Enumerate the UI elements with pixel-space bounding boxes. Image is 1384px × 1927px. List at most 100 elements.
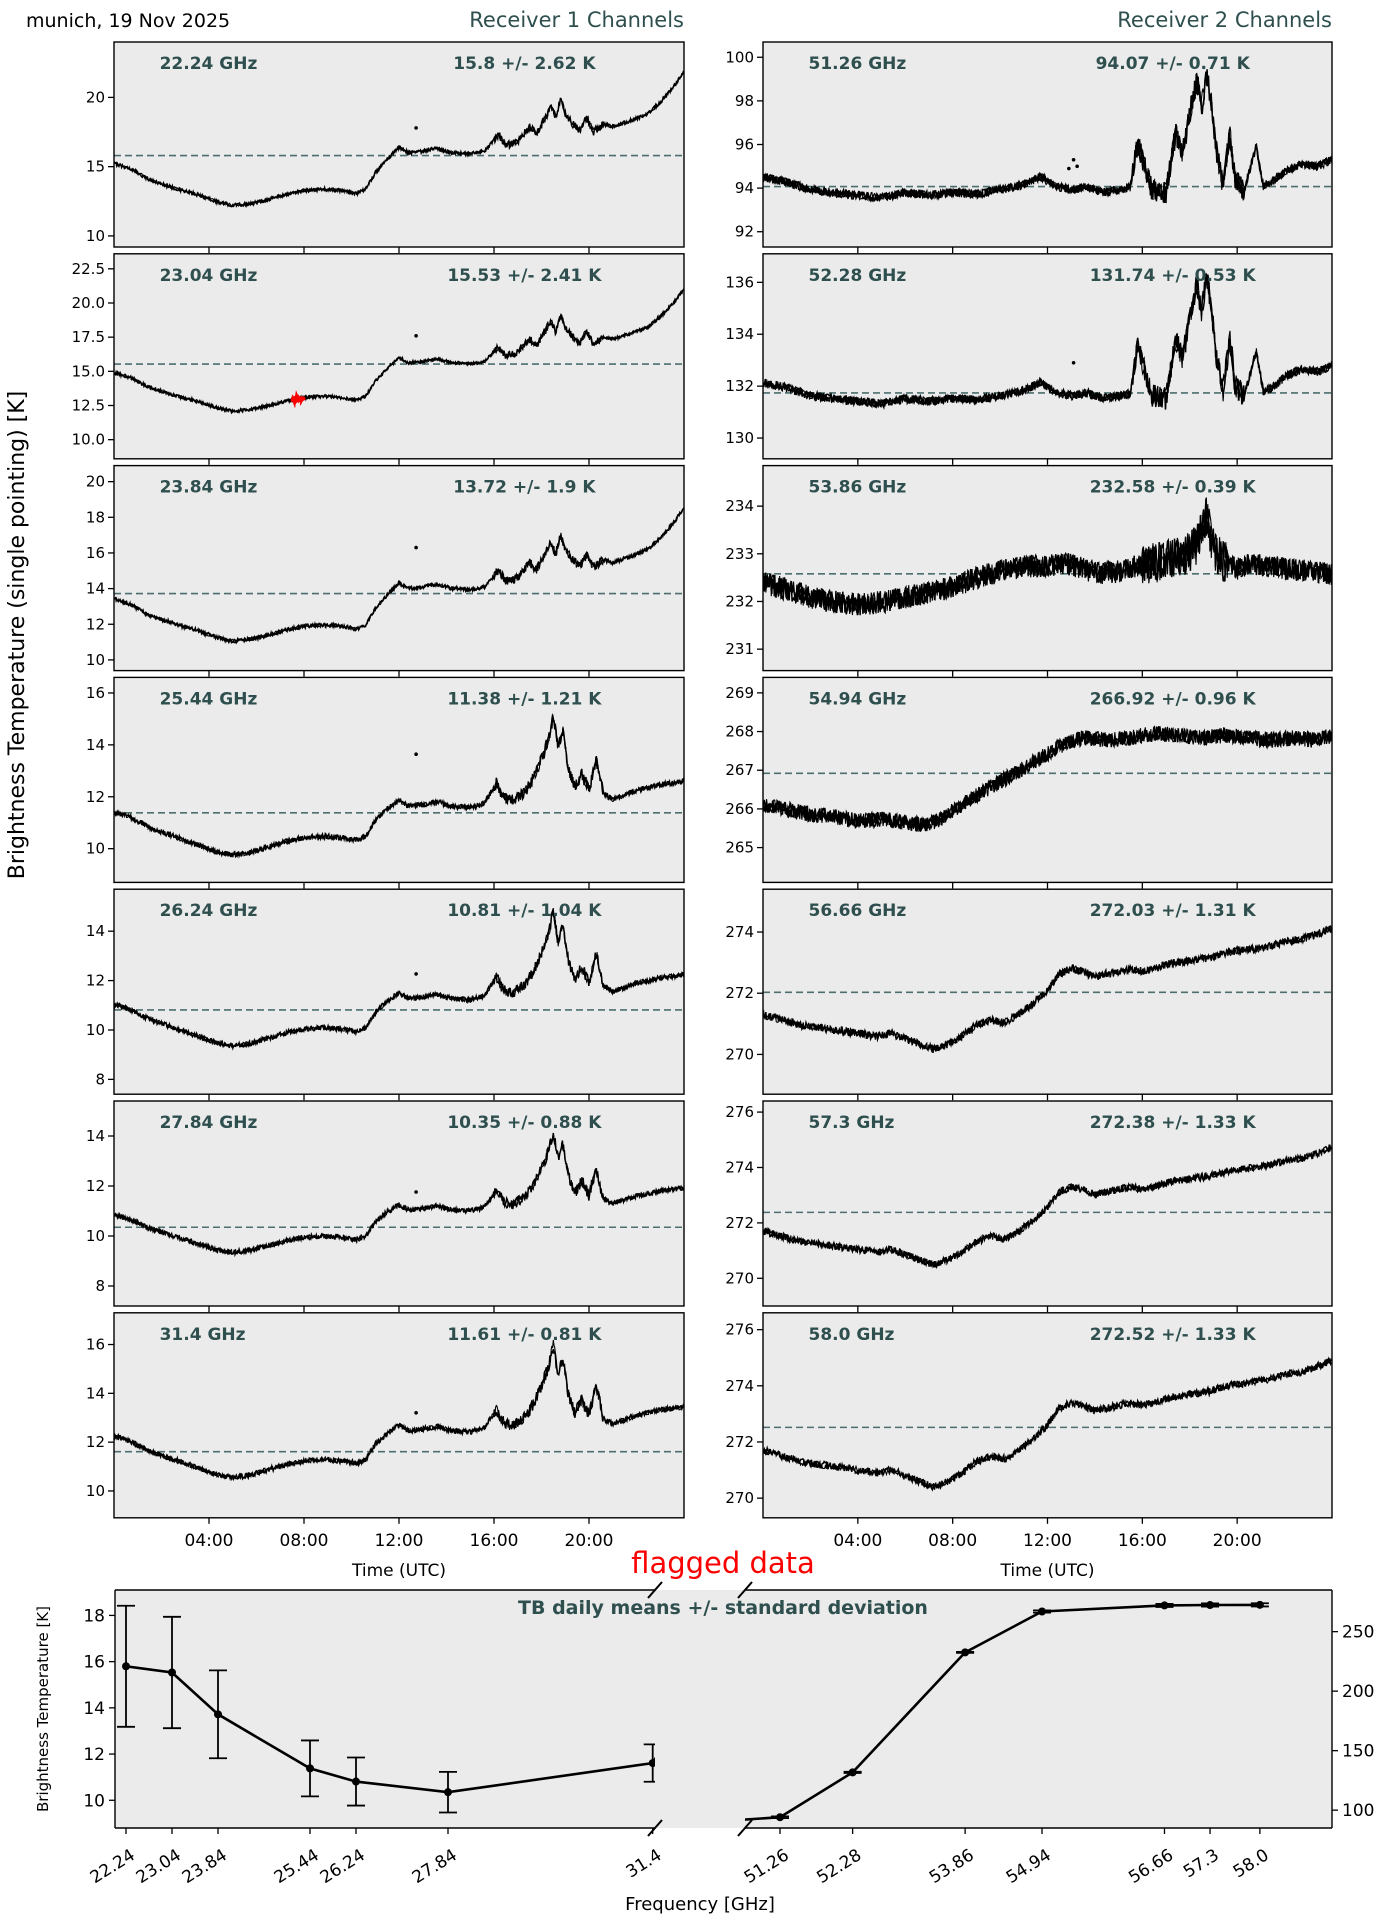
summary-series-right bbox=[745, 1600, 1269, 1822]
y-tick-label: 10 bbox=[86, 1227, 105, 1245]
channel-mean-std-label: 15.8 +/- 2.62 K bbox=[453, 54, 596, 74]
y-tick-label: 15.0 bbox=[72, 362, 105, 380]
mean-marker bbox=[1255, 1600, 1264, 1609]
y-tick-label: 14 bbox=[86, 922, 105, 940]
mean-marker bbox=[1038, 1607, 1047, 1616]
y-tick-label: 265 bbox=[725, 839, 754, 857]
mean-marker bbox=[306, 1764, 314, 1773]
channel-frequency-label: 52.28 GHz bbox=[809, 266, 907, 286]
summary-x-tick-label: 57.3 bbox=[1180, 1845, 1223, 1882]
time-axis-label: Time (UTC) bbox=[351, 1561, 446, 1581]
outlier-point bbox=[414, 972, 418, 976]
receiver1-column-title: Receiver 1 Channels bbox=[469, 8, 684, 32]
time-tick-label: 08:00 bbox=[280, 1531, 329, 1551]
data-trace bbox=[114, 907, 684, 1051]
subplot-51.26-GHz: 92 94 96 98 100 51.26 GHz 94.07 +/- 0.71 K bbox=[725, 41, 1333, 253]
axis-break-mark bbox=[647, 1581, 663, 1599]
plot-background bbox=[763, 253, 1332, 459]
y-tick-label: 16 bbox=[86, 544, 105, 562]
y-tick-label: 232 bbox=[725, 592, 754, 610]
y-tick-label: 14 bbox=[86, 736, 105, 754]
y-tick-label: 12.5 bbox=[72, 397, 105, 415]
y-tick-label: 22.5 bbox=[72, 260, 105, 278]
subplot-54.94-GHz: 265 266 267 268 269 54.94 GHz 266.92 +/- 0.96 … bbox=[725, 676, 1333, 889]
channel-frequency-label: 27.84 GHz bbox=[160, 1113, 258, 1133]
data-trace bbox=[763, 272, 1332, 411]
y-tick-label: 233 bbox=[725, 545, 754, 563]
subplot-31.4-GHz: 10 12 14 16 31.4 GHz 11.61 +/- 0.81 K bbox=[86, 1312, 685, 1524]
mean-marker bbox=[122, 1662, 130, 1671]
time-tick-label: 20:00 bbox=[1213, 1531, 1262, 1551]
mean-marker bbox=[214, 1710, 222, 1719]
outlier-point bbox=[1071, 360, 1076, 365]
axis-break-mark bbox=[647, 1819, 663, 1837]
y-tick-label: 20 bbox=[86, 88, 105, 106]
channel-frequency-label: 51.26 GHz bbox=[809, 54, 907, 74]
data-trace bbox=[114, 1132, 684, 1258]
y-tick-label: 16 bbox=[86, 684, 105, 702]
y-tick-label: 136 bbox=[725, 273, 754, 291]
y-tick-label: 94 bbox=[735, 179, 754, 197]
summary-x-tick-label: 23.04 bbox=[133, 1845, 185, 1888]
subplot-53.86-GHz: 231 232 233 234 53.86 GHz 232.58 +/- 0.39 K bbox=[725, 464, 1333, 677]
mean-marker bbox=[961, 1648, 970, 1657]
data-trace bbox=[114, 507, 684, 645]
y-tick-label: 12 bbox=[86, 1433, 105, 1451]
y-tick-label: 10 bbox=[86, 1021, 105, 1039]
summary-right-y-tick-label: 200 bbox=[1342, 1682, 1374, 1702]
channel-mean-std-label: 15.53 +/- 2.41 K bbox=[447, 266, 602, 286]
y-tick-label: 272 bbox=[725, 984, 754, 1002]
summary-left-y-tick-label: 16 bbox=[83, 1653, 105, 1673]
summary-x-tick-label: 27.84 bbox=[409, 1845, 461, 1888]
data-trace bbox=[763, 925, 1332, 1053]
y-tick-label: 12 bbox=[86, 972, 105, 990]
summary-left-y-tick-label: 18 bbox=[83, 1606, 105, 1626]
channel-frequency-label: 26.24 GHz bbox=[160, 901, 258, 921]
subplot-26.24-GHz: 8 10 12 14 26.24 GHz 10.81 +/- 1.04 K bbox=[86, 888, 685, 1101]
channel-mean-std-label: 13.72 +/- 1.9 K bbox=[453, 478, 596, 498]
outlier-point bbox=[414, 545, 418, 550]
summary-x-tick-label: 58.0 bbox=[1230, 1845, 1273, 1882]
channel-mean-std-label: 131.74 +/- 0.53 K bbox=[1090, 266, 1257, 286]
channel-mean-std-label: 10.81 +/- 1.04 K bbox=[447, 901, 602, 921]
data-trace bbox=[114, 70, 684, 208]
y-tick-label: 10 bbox=[86, 840, 105, 858]
y-tick-label: 269 bbox=[725, 684, 754, 702]
y-tick-label: 267 bbox=[725, 761, 754, 779]
data-trace bbox=[763, 69, 1332, 204]
y-tick-label: 12 bbox=[86, 1177, 105, 1195]
summary-right-y-tick-label: 250 bbox=[1342, 1623, 1374, 1643]
time-tick-label: 04:00 bbox=[833, 1531, 882, 1551]
channel-mean-std-label: 10.35 +/- 0.88 K bbox=[447, 1113, 602, 1133]
y-tick-label: 92 bbox=[735, 223, 754, 241]
channel-frequency-label: 23.84 GHz bbox=[160, 478, 258, 498]
y-tick-label: 100 bbox=[725, 48, 754, 66]
y-tick-label: 10 bbox=[86, 227, 105, 245]
mean-marker bbox=[848, 1768, 857, 1777]
plot-background bbox=[763, 1312, 1332, 1518]
outlier-point bbox=[414, 334, 418, 338]
y-tick-label: 268 bbox=[725, 723, 754, 741]
axis-break-mark bbox=[737, 1581, 753, 1599]
flagged-data-segment bbox=[290, 390, 306, 409]
data-trace bbox=[763, 497, 1332, 616]
y-tick-label: 12 bbox=[86, 788, 105, 806]
outlier-point bbox=[414, 1411, 418, 1415]
summary-x-tick-label: 56.66 bbox=[1125, 1845, 1177, 1888]
channel-frequency-label: 53.86 GHz bbox=[809, 478, 907, 498]
y-tick-label: 10.0 bbox=[72, 431, 105, 449]
y-tick-label: 98 bbox=[735, 92, 754, 110]
summary-title: TB daily means +/- standard deviation bbox=[518, 1597, 928, 1619]
subplot-27.84-GHz: 8 10 12 14 27.84 GHz 10.35 +/- 0.88 K bbox=[86, 1100, 685, 1312]
mean-marker bbox=[352, 1777, 360, 1786]
outlier-point bbox=[414, 1190, 418, 1194]
channel-frequency-label: 22.24 GHz bbox=[160, 54, 258, 74]
subplot-23.84-GHz: 10 12 14 16 18 20 23.84 GHz 13.72 +/- 1.9 K bbox=[86, 464, 685, 677]
y-tick-label: 12 bbox=[86, 615, 105, 633]
data-trace bbox=[114, 1339, 684, 1482]
summary-x-tick-label: 52.28 bbox=[813, 1845, 865, 1888]
y-tick-label: 14 bbox=[86, 1384, 105, 1402]
summary-x-tick-label: 51.26 bbox=[741, 1845, 793, 1888]
